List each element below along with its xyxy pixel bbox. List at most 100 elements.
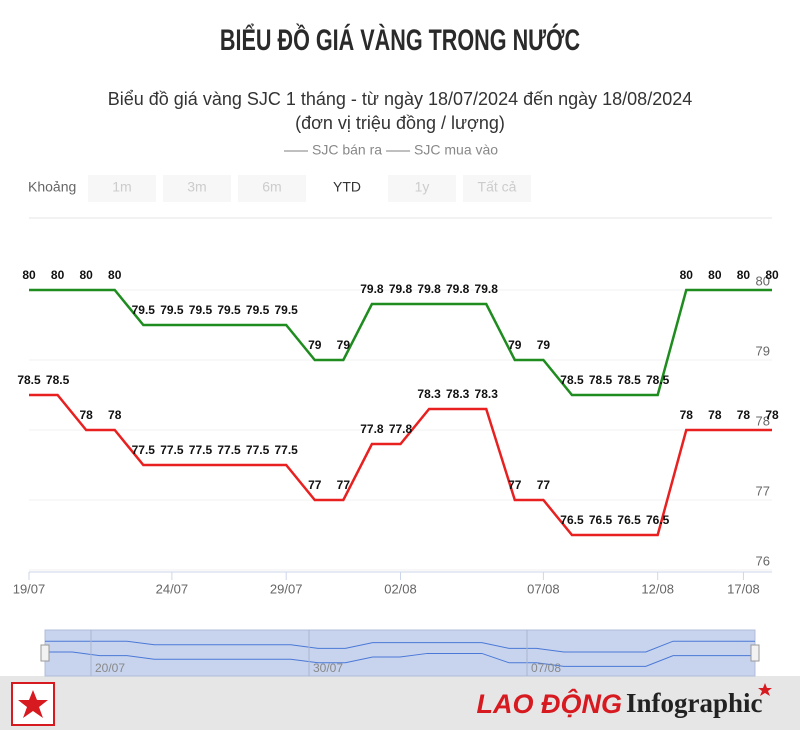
data-label: 77	[508, 478, 522, 492]
legend-label: SJC mua vào	[414, 142, 498, 158]
brand-star	[758, 683, 772, 696]
data-label: 77	[308, 478, 322, 492]
data-label: 78	[765, 408, 779, 422]
chart-subtitle: (đơn vị triệu đồng / lượng)	[295, 113, 505, 133]
data-label: 78	[708, 408, 722, 422]
data-label: 76.5	[646, 513, 670, 527]
y-tick-label: 77	[756, 483, 770, 498]
range-label: Khoảng	[28, 179, 76, 195]
navigator-bg	[44, 629, 756, 677]
data-label: 79.8	[475, 282, 499, 296]
data-label: 78	[79, 408, 93, 422]
data-label: 78	[108, 408, 122, 422]
range-button-label: 1m	[112, 179, 131, 195]
range-button-label: 6m	[262, 179, 281, 195]
y-tick-label: 80	[756, 273, 770, 288]
navigator-line	[45, 640, 755, 653]
data-label: 79.5	[160, 303, 184, 317]
data-label: 78	[737, 408, 751, 422]
data-label: 76.5	[617, 513, 641, 527]
y-tick-label: 78	[756, 413, 770, 428]
navigator-handle[interactable]	[750, 644, 760, 662]
data-label: 77.5	[246, 443, 270, 457]
chart-title: Biểu đồ giá vàng SJC 1 tháng - từ ngày 1…	[108, 89, 693, 109]
x-tick-label: 12/08	[641, 581, 674, 596]
range-button[interactable]	[313, 175, 381, 202]
data-label: 80	[22, 268, 36, 282]
x-tick-label: 07/08	[527, 581, 560, 596]
x-tick-label: 29/07	[270, 581, 303, 596]
data-label: 80	[680, 268, 694, 282]
data-label: 77.5	[275, 443, 299, 457]
legend-label: SJC bán ra	[312, 142, 382, 158]
data-label: 79.5	[189, 303, 213, 317]
navigator-label: 07/08	[531, 661, 561, 675]
data-label: 80	[51, 268, 65, 282]
range-button[interactable]	[463, 175, 531, 202]
range-button-label: Tất cả	[478, 179, 517, 195]
navigator-label: 30/07	[313, 661, 343, 675]
data-label: 76.5	[589, 513, 613, 527]
data-label: 80	[765, 268, 779, 282]
navigator-line	[45, 651, 755, 667]
data-label: 77.5	[160, 443, 184, 457]
data-label: 76.5	[560, 513, 584, 527]
data-label: 79.5	[132, 303, 156, 317]
data-label: 80	[708, 268, 722, 282]
data-label: 79.5	[275, 303, 299, 317]
series-line	[29, 393, 772, 537]
range-button-label: 3m	[187, 179, 206, 195]
x-tick-label: 24/07	[156, 581, 189, 596]
y-tick-label: 76	[756, 553, 770, 568]
x-tick-label: 19/07	[13, 581, 46, 596]
section: Infographic	[626, 688, 763, 718]
data-label: 78.3	[446, 387, 470, 401]
range-button-label: YTD	[333, 179, 361, 195]
data-label: 77.8	[360, 422, 384, 436]
data-label: 78.5	[46, 373, 70, 387]
data-label: 79	[308, 338, 322, 352]
data-label: 77.5	[132, 443, 156, 457]
data-label: 77	[537, 478, 551, 492]
page-title: BIỂU ĐỒ GIÁ VÀNG TRONG NƯỚC	[220, 22, 580, 56]
data-label: 80	[737, 268, 751, 282]
data-label: 79.5	[217, 303, 241, 317]
data-label: 79.8	[417, 282, 441, 296]
range-button[interactable]	[388, 175, 456, 202]
navigator-label: 20/07	[95, 661, 125, 675]
data-label: 79	[508, 338, 522, 352]
x-tick-label: 17/08	[727, 581, 760, 596]
data-label: 80	[108, 268, 122, 282]
data-label: 79	[337, 338, 351, 352]
series-line	[29, 288, 772, 397]
range-button[interactable]	[163, 175, 231, 202]
data-label: 77.5	[189, 443, 213, 457]
data-label: 78.5	[617, 373, 641, 387]
range-button[interactable]	[238, 175, 306, 202]
data-label: 79.8	[360, 282, 384, 296]
data-label: 80	[79, 268, 93, 282]
x-tick-label: 02/08	[384, 581, 417, 596]
data-label: 79	[537, 338, 551, 352]
data-label: 78.5	[560, 373, 584, 387]
data-label: 78	[680, 408, 694, 422]
data-label: 79.5	[246, 303, 270, 317]
footer-band	[0, 676, 800, 730]
navigator-handle[interactable]	[40, 644, 50, 662]
data-label: 78.5	[646, 373, 670, 387]
range-button[interactable]	[88, 175, 156, 202]
data-label: 79.8	[389, 282, 413, 296]
range-button-label: 1y	[415, 179, 430, 195]
data-label: 78.5	[17, 373, 41, 387]
logo-star	[18, 690, 48, 718]
data-label: 77.8	[389, 422, 413, 436]
brand: LAO ĐỘNG	[477, 688, 623, 719]
data-label: 79.8	[446, 282, 470, 296]
y-tick-label: 79	[756, 343, 770, 358]
data-label: 78.3	[417, 387, 441, 401]
data-label: 77.5	[217, 443, 241, 457]
data-label: 78.3	[475, 387, 499, 401]
data-label: 78.5	[589, 373, 613, 387]
